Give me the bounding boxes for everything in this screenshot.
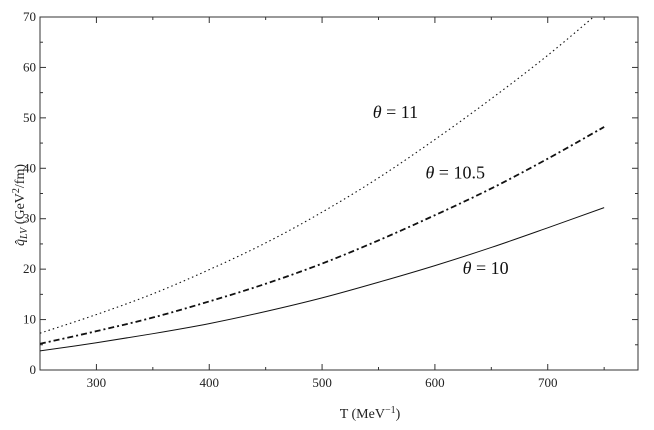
plot-area bbox=[39, 16, 639, 371]
y-tick-label: 50 bbox=[23, 110, 36, 125]
y-tick-label: 60 bbox=[23, 59, 36, 74]
x-tick-label: 700 bbox=[538, 375, 558, 390]
x-axis-label: T (MeV−1) bbox=[340, 405, 401, 422]
axes: 300 400 500 600 700 0 10 20 30 40 50 60 70 bbox=[23, 9, 638, 390]
x-tick-label: 400 bbox=[199, 375, 219, 390]
series-line-0 bbox=[40, 207, 605, 352]
annotation-label-2: θ = 10 bbox=[463, 258, 509, 278]
y-tick-label: 30 bbox=[23, 211, 36, 226]
y-tick-label: 0 bbox=[30, 362, 37, 377]
y-tick-label: 10 bbox=[23, 312, 36, 327]
annotation-layer: θ = 11 θ = 10.5 θ = 10 bbox=[373, 102, 509, 278]
annotation-label-1: θ = 10.5 bbox=[425, 162, 485, 182]
x-tick-label: 600 bbox=[425, 375, 445, 390]
y-axis-label-group: q̂LV (GeV2/fm) bbox=[11, 164, 30, 246]
x-tick-label: 500 bbox=[312, 375, 332, 390]
y-tick-label: 20 bbox=[23, 261, 36, 276]
y-tick-label: 70 bbox=[23, 9, 36, 24]
series-line-1 bbox=[40, 126, 605, 345]
x-tick-label: 300 bbox=[87, 375, 107, 390]
series-line-2 bbox=[40, 17, 595, 334]
plot-frame bbox=[39, 16, 639, 371]
y-axis-label: q̂LV (GeV2/fm) bbox=[11, 164, 30, 246]
y-tick-label: 40 bbox=[23, 160, 36, 175]
annotation-label-0: θ = 11 bbox=[373, 102, 418, 122]
series-layer bbox=[40, 17, 605, 352]
